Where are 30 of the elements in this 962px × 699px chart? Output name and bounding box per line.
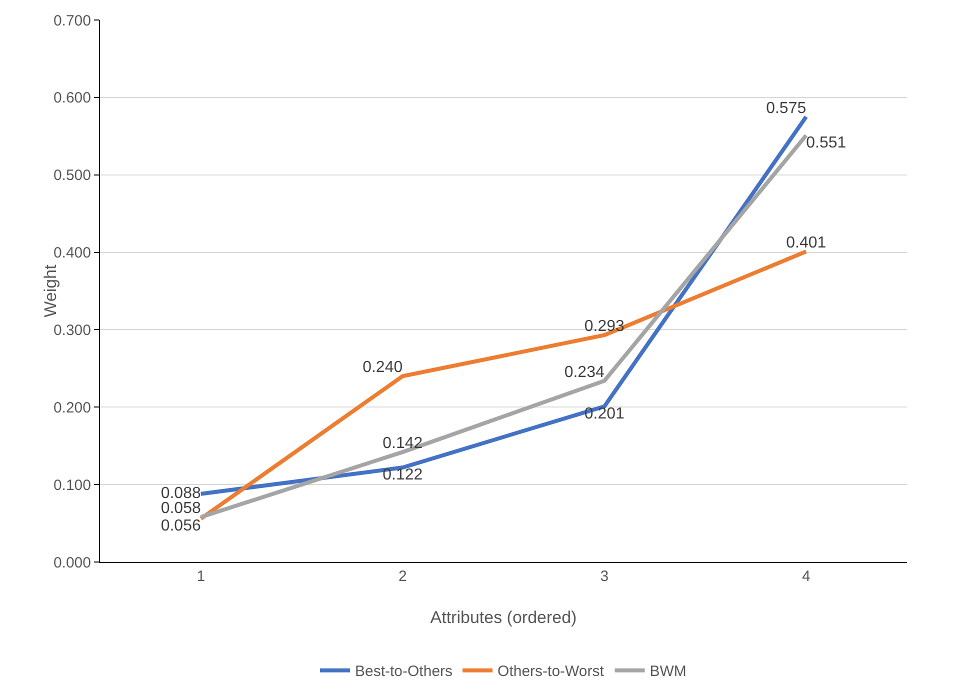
data-label: 0.234 (564, 364, 604, 381)
legend-label: BWM (650, 663, 686, 680)
y-tick-label: 0.200 (53, 399, 91, 416)
y-tick-label: 0.300 (53, 322, 91, 339)
y-axis-title: Weight (41, 264, 60, 318)
y-tick-label: 0.100 (53, 476, 91, 494)
x-tick-label: 1 (196, 568, 206, 585)
legend-label: Others-to-Worst (498, 663, 605, 680)
x-tick-label: 2 (398, 568, 407, 585)
line-series (198, 250, 808, 521)
y-tick-label: 0.000 (53, 554, 91, 572)
data-label: 0.240 (362, 359, 403, 376)
data-label: 0.575 (766, 100, 806, 117)
data-label: 0.201 (584, 405, 624, 422)
data-label: 0.142 (382, 435, 423, 452)
data-label: 0.293 (584, 318, 624, 336)
y-tick-label: 0.400 (53, 244, 91, 262)
y-tick-label: 0.700 (53, 12, 91, 30)
y-tick-label: 0.600 (53, 90, 91, 107)
x-tick-label: 3 (600, 568, 609, 585)
y-tick-label: 0.500 (53, 167, 91, 184)
data-label: 0.058 (160, 500, 201, 518)
x-tick-label: 4 (802, 568, 810, 585)
data-label: 0.056 (160, 518, 201, 535)
data-label: 0.401 (786, 234, 826, 252)
legend-label: Best-to-Others (355, 663, 453, 680)
data-label: 0.088 (160, 484, 201, 502)
data-label: 0.122 (382, 466, 423, 484)
data-label: 0.551 (806, 134, 846, 152)
x-axis-title: Attributes (ordered) (430, 608, 577, 627)
